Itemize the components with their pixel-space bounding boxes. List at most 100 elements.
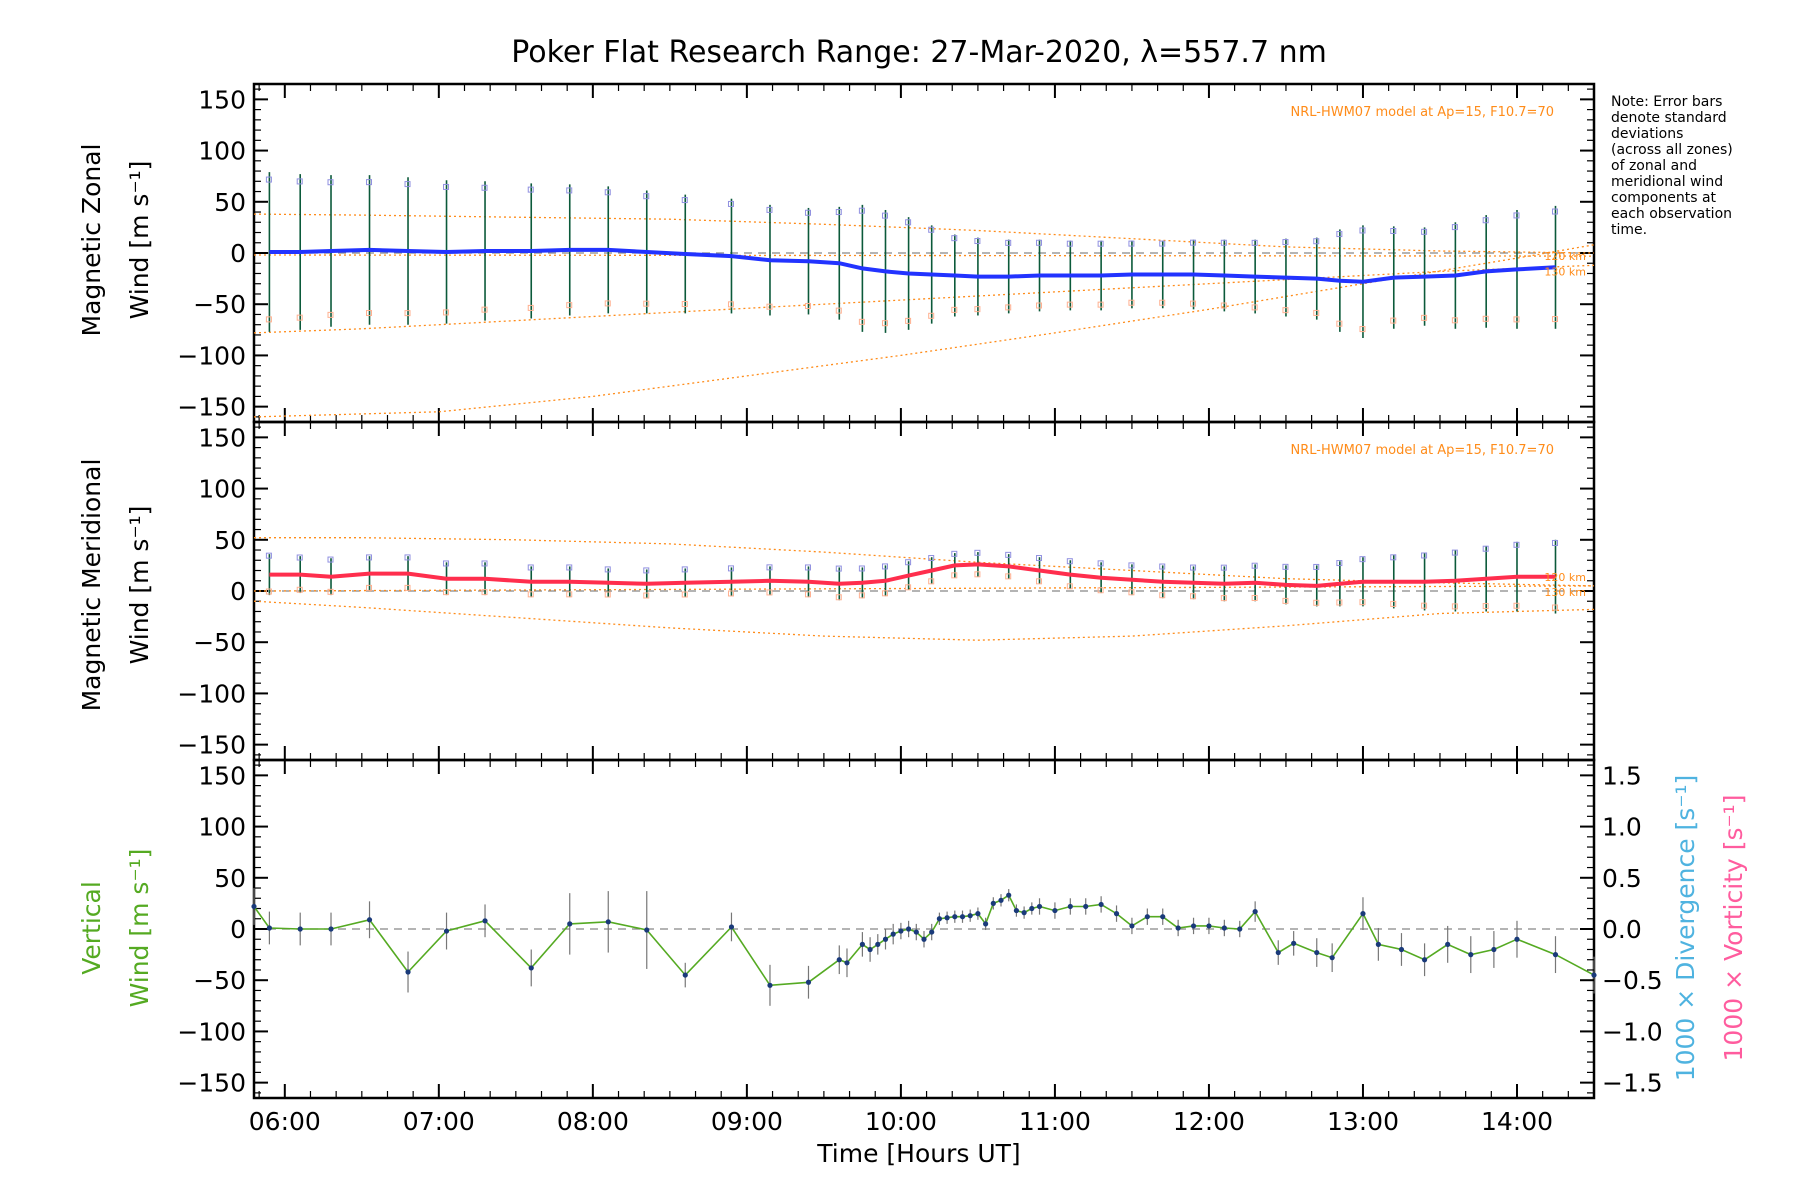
data-point: [1113, 911, 1120, 917]
zone-sample-marker: [327, 311, 334, 318]
zone-sample-marker: [296, 586, 303, 593]
zone-sample-marker: [928, 578, 935, 585]
zone-sample-marker: [1036, 555, 1043, 562]
zone-sample-marker: [727, 565, 734, 572]
zone-sample-marker: [1159, 592, 1166, 599]
y-tick-label: −100: [177, 341, 246, 370]
zone-sample-marker: [1421, 552, 1428, 559]
zone-sample-marker: [1513, 602, 1520, 609]
zone-sample-marker: [905, 559, 912, 566]
altitude-label-120: 120 km: [1544, 571, 1586, 584]
data-point: [528, 965, 534, 971]
zone-sample-marker: [327, 588, 334, 595]
zone-sample-marker: [681, 197, 688, 204]
note-line: deviations: [1611, 126, 1683, 142]
zone-sample-marker: [881, 590, 888, 597]
zone-sample-marker: [1551, 208, 1558, 215]
data-point: [1468, 952, 1474, 958]
zone-sample-marker: [766, 589, 773, 596]
zone-sample-marker: [481, 589, 488, 596]
zone-sample-marker: [835, 594, 842, 601]
zone-sample-marker: [1128, 240, 1135, 247]
zone-sample-marker: [1282, 563, 1289, 570]
zone-sample-marker: [1005, 551, 1012, 558]
zone-sample-marker: [1359, 326, 1366, 333]
zone-sample-marker: [296, 554, 303, 561]
zone-sample-marker: [835, 307, 842, 314]
data-point: [990, 900, 996, 906]
x-tick-label: 12:00: [1173, 1107, 1245, 1136]
data-point: [1129, 923, 1135, 929]
y-tick-label: −150: [177, 393, 246, 422]
zone-sample-marker: [1551, 539, 1558, 546]
note-line: denote standard: [1611, 110, 1727, 126]
zone-sample-marker: [1251, 562, 1258, 569]
vertical-ylabel-line1: Vertical: [77, 881, 106, 975]
data-point: [605, 919, 611, 925]
x-tick-label: 11:00: [1019, 1107, 1091, 1136]
zone-sample-marker: [1097, 301, 1104, 308]
y2-tick-label: 1.0: [1602, 813, 1642, 842]
zonal-ylabel-line1: Magnetic Zonal: [77, 144, 106, 337]
y2-tick-label: −0.5: [1602, 966, 1663, 995]
data-point: [1029, 905, 1035, 912]
zone-sample-marker: [1451, 603, 1458, 610]
zone-sample-marker: [643, 592, 650, 599]
note-line: time.: [1611, 222, 1647, 238]
zone-sample-marker: [835, 565, 842, 572]
zone-sample-marker: [327, 179, 334, 186]
zone-sample-marker: [443, 183, 450, 190]
zone-sample-marker: [835, 209, 842, 216]
zone-sample-marker: [643, 567, 650, 574]
zone-sample-marker: [1066, 583, 1073, 590]
zone-sample-marker: [881, 212, 888, 219]
zone-sample-marker: [1451, 317, 1458, 324]
zone-sample-marker: [905, 584, 912, 591]
zone-sample-marker: [1482, 315, 1489, 322]
y2-tick-label: 0.5: [1602, 864, 1642, 893]
data-point: [867, 946, 873, 953]
x-tick-label: 07:00: [403, 1107, 475, 1136]
zone-sample-marker: [481, 560, 488, 567]
y-tick-label: −50: [193, 966, 246, 995]
zone-sample-marker: [1359, 556, 1366, 563]
zone-sample-marker: [928, 555, 935, 562]
data-point: [1329, 955, 1335, 961]
data-point: [1052, 907, 1058, 914]
data-point: [443, 928, 450, 934]
data-point: [366, 917, 373, 923]
zone-sample-marker: [1313, 309, 1320, 316]
altitude-label-130: 130 km: [1544, 586, 1586, 599]
zone-sample-marker: [766, 564, 773, 571]
zone-sample-marker: [974, 306, 981, 313]
x-tick-label: 06:00: [249, 1107, 321, 1136]
zone-sample-marker: [327, 556, 334, 563]
zone-sample-marker: [443, 560, 450, 567]
zone-sample-marker: [1190, 239, 1197, 246]
zone-sample-marker: [881, 563, 888, 570]
zone-sample-marker: [974, 571, 981, 578]
zone-sample-marker: [804, 209, 811, 216]
zone-sample-marker: [804, 591, 811, 598]
x-tick-label: 13:00: [1327, 1107, 1399, 1136]
data-point: [944, 915, 950, 921]
zone-sample-marker: [1482, 217, 1489, 224]
data-point: [1514, 936, 1520, 942]
series-line: [269, 247, 1556, 284]
altitude-label-130: 130 km: [1544, 266, 1586, 279]
zone-sample-marker: [974, 549, 981, 556]
data-point: [1144, 914, 1150, 920]
zone-sample-marker: [1390, 227, 1397, 234]
zone-sample-marker: [858, 592, 865, 599]
data-point: [836, 957, 842, 963]
zone-sample-marker: [1336, 560, 1343, 567]
data-point: [913, 929, 919, 935]
zone-sample-marker: [366, 554, 373, 561]
data-point: [1006, 892, 1012, 898]
zone-sample-marker: [1359, 227, 1366, 234]
zone-sample-marker: [265, 316, 272, 323]
zone-sample-marker: [604, 300, 611, 307]
zone-sample-marker: [1036, 302, 1043, 309]
